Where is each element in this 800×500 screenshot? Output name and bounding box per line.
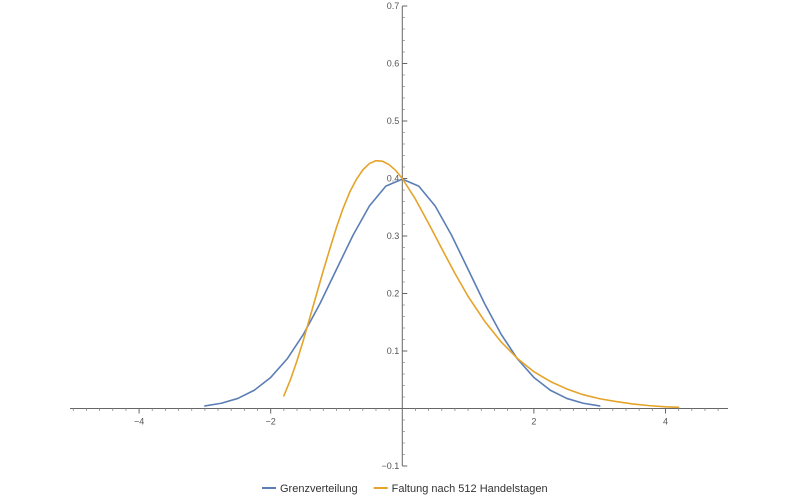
y-tick-label: 0.6 [387,59,400,69]
x-tick-label: 4 [663,417,668,427]
series-line-2 [283,159,680,409]
y-tick-label: 0.7 [387,1,400,11]
y-tick-label: 0.5 [387,116,400,126]
axes: −4 −2 2 4 −0.1 0.1 0.2 0.3 0.4 0.5 0.6 0.7 [70,1,728,471]
legend-label-2: Faltung nach 512 Handelstagen [392,483,548,495]
y-tick-label: −0.1 [382,461,400,471]
legend: Grenzverteilung Faltung nach 512 Handelst… [262,483,548,495]
x-tick-label: −2 [266,417,276,427]
y-tick-label: 0.2 [387,289,400,299]
y-tick-label: 0.3 [387,231,400,241]
legend-label-1: Grenzverteilung [280,483,358,495]
x-tick-label: 2 [531,417,536,427]
series-layer [204,159,680,409]
x-tick-label: −4 [134,417,144,427]
y-tick-label: 0.4 [387,174,400,184]
y-tick-label: 0.1 [387,346,400,356]
